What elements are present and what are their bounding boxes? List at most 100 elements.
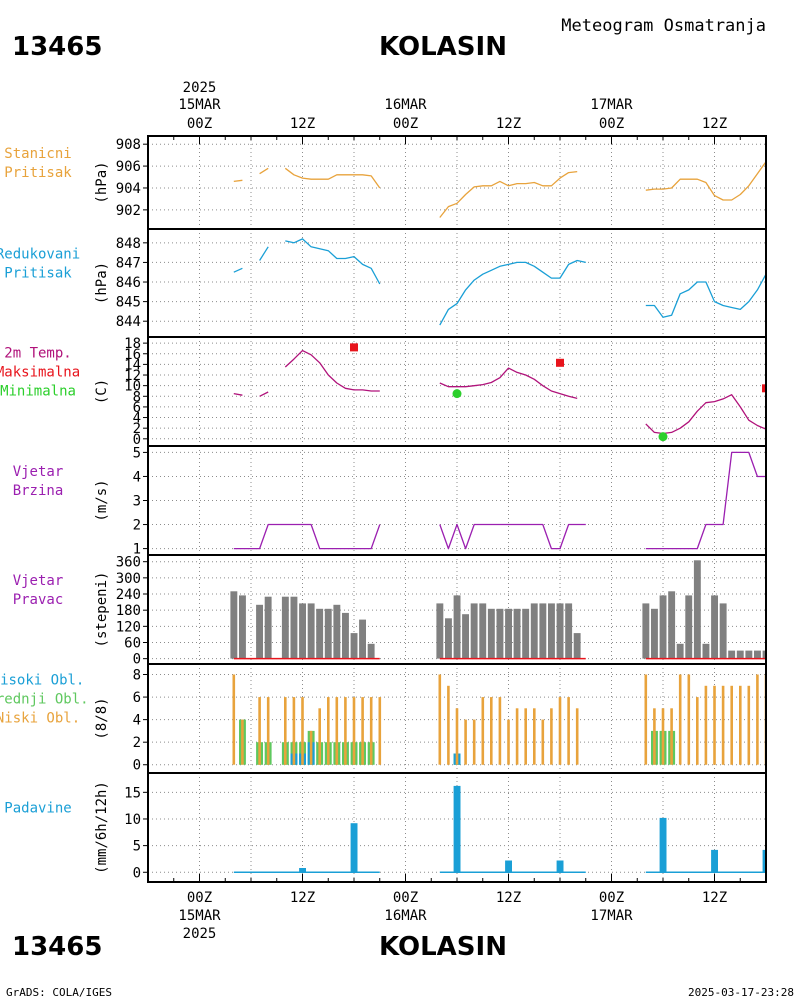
panel-label-precip: Padavine [4,801,71,817]
bar-clouds [481,697,485,765]
bar-wind_direction [762,650,766,659]
product-title: Meteogram Osmatranja [561,16,766,36]
y-tick-label-clouds: 2 [133,735,141,751]
series-line-station_pressure [233,179,243,183]
bar-wind_direction [307,603,315,659]
bar-clouds [335,697,339,765]
bar-clouds [232,674,236,765]
bar-wind_direction [736,650,744,659]
bar-wind_direction [548,603,555,659]
bar-precip [299,868,306,873]
bar-wind_direction [651,608,658,659]
bar-clouds [644,674,648,765]
bar-wind_direction [264,596,272,659]
bar-wind_direction [359,619,366,659]
bar-clouds [438,674,442,765]
unit-label-reduced_pressure: (hPa) [94,262,110,304]
bar-wind_direction [745,650,753,659]
y-axis-station_pressure: 902 904 906 908 [116,137,148,219]
y-tick-label-clouds: 8 [133,668,141,684]
bar-clouds [550,708,553,765]
gridlines-station_pressure [148,136,767,229]
panel-label-temperature: 2m Temp. [4,346,71,362]
y-tick-label-wind_direction: 60 [124,635,141,651]
bar-wind_direction [676,643,684,659]
y-tick-label-temperature: 4 [133,411,141,427]
y-tick-label-temperature: 10 [124,379,141,395]
y-tick-label-wind_speed: 3 [133,494,141,510]
panel-label-reduced_pressure: Redukovani [0,247,80,263]
bar-wind_direction [239,595,246,659]
y-tick-label-wind_direction: 300 [116,571,141,587]
y-tick-label-station_pressure: 908 [116,137,141,153]
bar-clouds [369,697,373,765]
panel-label-station_pressure: Stanicni [4,146,71,162]
series-line-station_pressure [439,170,578,218]
bar-clouds [704,685,708,765]
series-line-station_pressure [645,160,766,201]
bar-clouds [773,675,776,765]
bar-precip [453,785,461,873]
data-reduced_pressure [233,238,766,326]
y-tick-label-reduced_pressure: 844 [116,314,141,330]
series-line-temperature [645,394,766,435]
y-tick-label-temperature: 14 [124,357,141,373]
bar-wind_direction [453,595,461,659]
tmin-marker [452,389,462,399]
bar-clouds [301,697,304,765]
bar-clouds [670,708,673,765]
timestamp-text: 2025-03-17-23:28 [688,986,794,999]
series-line-reduced_pressure [645,272,766,318]
bar-clouds [284,697,287,765]
data-station_pressure [233,160,766,218]
bar-wind_direction [367,643,375,659]
panel-station_pressure: 902 904 906 908 (hPa) Stanicni Pritisak [4,135,767,230]
bar-wind_direction [642,603,650,659]
unit-label-precip: (mm/6h/12h) [94,781,110,874]
x-label-bottom-hour: 00Z [599,890,624,906]
data-temperature [233,343,766,442]
x-label-bottom-date: 16MAR [384,908,427,924]
bar-precip [556,860,564,873]
bar-wind_direction [290,596,298,659]
bar-wind_direction [479,603,487,659]
x-label-bottom-hour: 00Z [393,890,418,906]
bar-clouds [567,697,570,765]
bar-clouds [352,697,356,765]
bar-clouds [258,697,261,765]
data-clouds [232,674,776,765]
series-line-wind_speed [233,523,381,550]
panels: 902904906908(hPa)StanicniPritisak8448458… [0,135,776,883]
x-label-bottom-date: 15MAR [178,908,221,924]
y-tick-label-wind_direction: 0 [133,652,141,668]
x-label-top-hour: 00Z [599,116,624,132]
series-line-reduced_pressure [233,267,243,273]
x-label-top-date: 16MAR [384,97,427,113]
series-line-temperature [284,349,380,392]
unit-label-station_pressure: (hPa) [94,161,110,203]
station-name-bottom: KOLASIN [379,932,507,962]
series-line-wind_speed [439,523,586,550]
y-tick-label-wind_direction: 180 [116,603,141,619]
y-tick-label-wind_direction: 240 [116,587,141,603]
bar-clouds [696,697,699,765]
tmax-marker [350,343,358,352]
x-label-bottom-hour: 00Z [187,890,212,906]
bar-clouds [241,719,244,765]
x-label-top-year: 2025 [183,80,217,96]
x-label-bottom-hour: 12Z [290,890,315,906]
x-label-bottom-date: 17MAR [590,908,633,924]
y-tick-label-station_pressure: 906 [116,159,141,175]
bar-clouds [490,697,493,765]
panel-clouds: 0 2 4 6 8 (8/8) Visoki Obl. Srednji Obl. Niski O… [0,663,776,774]
y-tick-label-station_pressure: 904 [116,181,141,197]
y-tick-label-station_pressure: 902 [116,203,141,219]
y-axis-wind_speed: 1 2 3 4 5 [133,445,148,558]
panel-label-clouds: Niski Obl. [0,711,80,727]
bar-precip [505,860,512,873]
bar-wind_direction [702,643,710,659]
bar-clouds [498,697,502,765]
bar-clouds [455,708,459,765]
y-tick-label-temperature: 8 [133,389,141,405]
gridlines-wind_speed [148,446,767,555]
